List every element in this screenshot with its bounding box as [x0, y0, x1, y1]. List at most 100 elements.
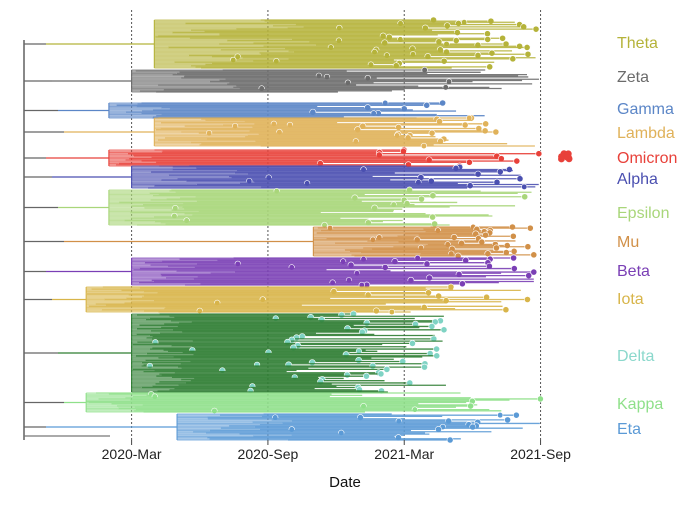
tip-point — [466, 182, 474, 190]
tip-point — [437, 137, 444, 145]
tip-point — [506, 166, 513, 173]
clade-iota — [24, 283, 531, 316]
tip-point — [481, 127, 489, 135]
tip-point — [465, 158, 473, 166]
tip-point — [509, 55, 517, 63]
tip-point — [469, 423, 477, 431]
clade-mu — [24, 223, 538, 260]
tip-point — [520, 23, 528, 31]
tip-point — [516, 42, 523, 50]
legend-beta: Beta — [617, 263, 650, 280]
tip-point — [521, 193, 529, 201]
tip-point — [504, 416, 511, 424]
legend-alpha: Alpha — [617, 171, 658, 188]
legend-mu: Mu — [617, 234, 639, 251]
tip-point — [453, 29, 461, 36]
tip-point — [383, 365, 391, 373]
tip-point — [431, 318, 439, 326]
tip-point — [343, 371, 351, 379]
tip-point — [308, 359, 316, 367]
node-point — [411, 406, 418, 413]
tip-point — [435, 425, 442, 433]
clade-delta — [24, 310, 448, 395]
tip-point — [363, 319, 371, 327]
tip-point — [350, 310, 357, 318]
tip-point — [485, 262, 493, 270]
clade-legend: Theta Zeta Gamma Lambda Omicron Alpha Epsilon M… — [617, 35, 677, 438]
clade-gamma — [24, 99, 485, 119]
tip-point — [421, 363, 428, 371]
tree-root — [23, 40, 110, 440]
tip-point — [510, 254, 517, 262]
tip-point — [363, 372, 370, 380]
tip-point — [503, 242, 511, 249]
tip-point — [512, 411, 520, 419]
tip-point — [426, 274, 433, 282]
tip-point — [558, 152, 566, 160]
node-point — [388, 308, 395, 316]
tip-point — [467, 402, 474, 410]
tip-point — [428, 129, 436, 137]
legend-epsilon: Epsilon — [617, 205, 669, 222]
legend-omicron: Omicron — [617, 150, 677, 167]
tip-point — [492, 128, 500, 136]
x-tick-label: 2021-Mar — [374, 446, 434, 462]
tip-point — [488, 49, 496, 57]
tip-point — [461, 121, 469, 129]
tip-point — [430, 335, 438, 343]
node-point — [521, 183, 528, 190]
tip-point — [493, 178, 501, 186]
tip-point — [462, 256, 470, 264]
tip-point — [510, 247, 518, 255]
tip-point — [433, 345, 440, 353]
legend-gamma: Gamma — [617, 101, 674, 118]
tip-point — [455, 20, 462, 27]
tip-point — [484, 30, 491, 38]
x-tick-label: 2020-Mar — [102, 446, 162, 462]
tip-point — [429, 192, 437, 200]
tip-point — [513, 157, 521, 165]
tip-point — [381, 263, 389, 271]
tip-point — [399, 358, 407, 365]
legend-eta: Eta — [617, 421, 641, 438]
tip-point — [536, 395, 544, 403]
tip-point — [493, 244, 500, 252]
legend-theta: Theta — [617, 35, 658, 52]
tip-point — [516, 175, 524, 183]
tip-point — [429, 213, 436, 221]
node-point — [442, 84, 449, 91]
legend-iota: Iota — [617, 291, 644, 308]
tip-point — [524, 296, 531, 303]
clade-beta — [24, 254, 538, 289]
tip-point — [496, 168, 504, 176]
node-point — [497, 412, 504, 419]
tip-point — [418, 195, 425, 203]
clade-lambda — [24, 114, 535, 150]
clade-zeta — [24, 66, 539, 93]
tip-point — [499, 34, 507, 42]
tip-point — [369, 362, 377, 370]
clade-omicron — [24, 146, 573, 170]
tip-point — [524, 243, 532, 251]
tip-point — [450, 234, 458, 241]
clade-kappa — [24, 391, 544, 414]
x-tick-label: 2021-Sep — [510, 446, 571, 462]
tip-point — [510, 265, 518, 272]
tip-point — [409, 339, 416, 347]
tip-point — [395, 123, 402, 131]
tip-point — [377, 370, 385, 378]
tip-point — [426, 350, 434, 357]
tip-point — [440, 326, 448, 334]
clade-eta — [24, 411, 540, 444]
clade-theta — [24, 16, 540, 71]
tip-point — [446, 436, 454, 444]
tip-point — [423, 260, 431, 268]
legend-kappa: Kappa — [617, 396, 663, 413]
tip-point — [482, 231, 489, 239]
tip-point — [428, 323, 436, 330]
tip-point — [486, 63, 494, 71]
tip-point — [484, 36, 492, 43]
tip-point — [423, 101, 431, 109]
legend-delta: Delta — [617, 348, 654, 365]
tip-point — [431, 220, 439, 228]
